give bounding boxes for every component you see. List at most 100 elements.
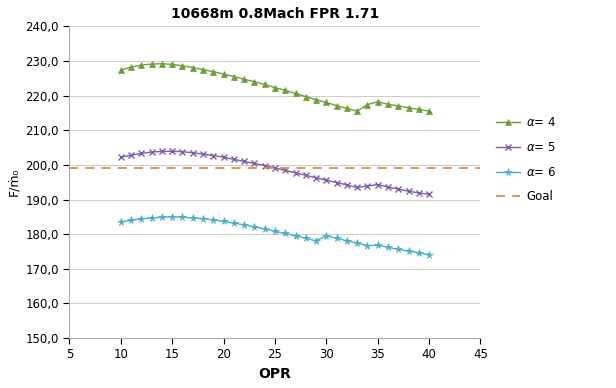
$\alpha$= 4 <box>312 97 320 102</box>
$\alpha$= 4 <box>405 106 412 110</box>
$\alpha$= 6 <box>384 245 392 249</box>
$\alpha$= 5 <box>354 185 361 190</box>
$\alpha$= 4 <box>240 77 248 81</box>
$\alpha$= 4 <box>251 80 258 84</box>
$\alpha$= 4 <box>343 106 351 111</box>
$\alpha$= 5 <box>374 182 381 187</box>
$\alpha$= 5 <box>128 153 135 158</box>
$\alpha$= 5 <box>415 191 423 195</box>
$\alpha$= 6 <box>189 216 197 220</box>
$\alpha$= 6 <box>261 227 269 231</box>
$\alpha$= 4 <box>323 100 330 105</box>
$\alpha$= 4 <box>415 107 423 112</box>
$\alpha$= 4 <box>384 102 392 107</box>
$\alpha$= 4 <box>271 85 278 90</box>
$\alpha$= 6 <box>415 251 423 255</box>
$\alpha$= 6 <box>137 217 145 221</box>
$\alpha$= 4 <box>179 64 186 68</box>
$\alpha$= 6 <box>343 238 351 243</box>
$\alpha$= 6 <box>179 215 186 220</box>
$\alpha$= 5 <box>220 155 227 159</box>
Line: $\alpha$= 5: $\alpha$= 5 <box>118 148 432 197</box>
$\alpha$= 5 <box>384 185 392 189</box>
$\alpha$= 4 <box>220 72 227 76</box>
$\alpha$= 6 <box>251 225 258 229</box>
$\alpha$= 5 <box>169 149 176 154</box>
$\alpha$= 5 <box>282 168 289 173</box>
$\alpha$= 5 <box>261 163 269 168</box>
Goal <box>14 166 22 171</box>
$\alpha$= 4 <box>209 69 217 74</box>
$\alpha$= 5 <box>209 153 217 158</box>
$\alpha$= 5 <box>343 183 351 187</box>
$\alpha$= 5 <box>179 149 186 154</box>
$\alpha$= 4 <box>354 109 361 113</box>
$\alpha$= 6 <box>128 218 135 223</box>
$\alpha$= 6 <box>230 221 238 225</box>
$\alpha$= 4 <box>261 82 269 87</box>
$\alpha$= 5 <box>363 184 371 188</box>
$\alpha$= 6 <box>302 236 309 241</box>
$\alpha$= 6 <box>148 216 155 220</box>
$\alpha$= 4 <box>282 88 289 93</box>
$\alpha$= 4 <box>137 63 145 68</box>
$\alpha$= 4 <box>363 102 371 107</box>
$\alpha$= 6 <box>395 247 402 252</box>
$\alpha$= 4 <box>426 109 433 113</box>
$\alpha$= 6 <box>333 236 340 241</box>
$\alpha$= 6 <box>323 234 330 238</box>
$\alpha$= 6 <box>117 220 124 224</box>
$\alpha$= 4 <box>230 74 238 79</box>
$\alpha$= 5 <box>117 155 124 159</box>
Line: $\alpha$= 6: $\alpha$= 6 <box>117 213 433 258</box>
$\alpha$= 4 <box>148 62 155 66</box>
$\alpha$= 5 <box>405 189 412 194</box>
$\alpha$= 4 <box>302 94 309 99</box>
$\alpha$= 4 <box>395 104 402 108</box>
$\alpha$= 5 <box>158 149 166 154</box>
$\alpha$= 5 <box>200 152 207 156</box>
Title: 10668m 0.8Mach FPR 1.71: 10668m 0.8Mach FPR 1.71 <box>171 7 379 21</box>
$\alpha$= 5 <box>137 151 145 156</box>
$\alpha$= 5 <box>240 159 248 164</box>
$\alpha$= 6 <box>271 229 278 234</box>
$\alpha$= 4 <box>169 62 176 67</box>
$\alpha$= 5 <box>333 180 340 185</box>
$\alpha$= 6 <box>292 234 299 238</box>
$\alpha$= 5 <box>312 175 320 180</box>
$\alpha$= 4 <box>292 91 299 96</box>
$\alpha$= 6 <box>363 243 371 248</box>
$\alpha$= 4 <box>117 68 124 72</box>
$\alpha$= 5 <box>251 161 258 166</box>
Y-axis label: F/ṁ₀: F/ṁ₀ <box>7 168 20 196</box>
Line: $\alpha$= 4: $\alpha$= 4 <box>118 61 432 114</box>
$\alpha$= 6 <box>240 222 248 227</box>
$\alpha$= 4 <box>200 67 207 72</box>
$\alpha$= 5 <box>426 192 433 197</box>
$\alpha$= 4 <box>333 103 340 108</box>
$\alpha$= 5 <box>148 150 155 154</box>
$\alpha$= 6 <box>374 243 381 248</box>
$\alpha$= 6 <box>405 249 412 253</box>
$\alpha$= 6 <box>282 231 289 236</box>
$\alpha$= 4 <box>189 65 197 70</box>
$\alpha$= 5 <box>292 170 299 175</box>
$\alpha$= 5 <box>395 187 402 191</box>
$\alpha$= 6 <box>200 216 207 221</box>
$\alpha$= 6 <box>354 241 361 246</box>
$\alpha$= 5 <box>323 178 330 182</box>
$\alpha$= 6 <box>426 252 433 257</box>
$\alpha$= 4 <box>128 65 135 69</box>
$\alpha$= 4 <box>158 61 166 66</box>
$\alpha$= 6 <box>158 215 166 220</box>
$\alpha$= 4 <box>374 99 381 104</box>
$\alpha$= 5 <box>230 157 238 162</box>
$\alpha$= 5 <box>302 173 309 178</box>
X-axis label: OPR: OPR <box>259 367 291 381</box>
$\alpha$= 6 <box>312 238 320 243</box>
$\alpha$= 5 <box>189 151 197 155</box>
Goal <box>25 166 32 171</box>
$\alpha$= 6 <box>209 218 217 222</box>
Legend: $\alpha$= 4, $\alpha$= 5, $\alpha$= 6, Goal: $\alpha$= 4, $\alpha$= 5, $\alpha$= 6, G… <box>490 110 562 210</box>
$\alpha$= 5 <box>271 166 278 170</box>
